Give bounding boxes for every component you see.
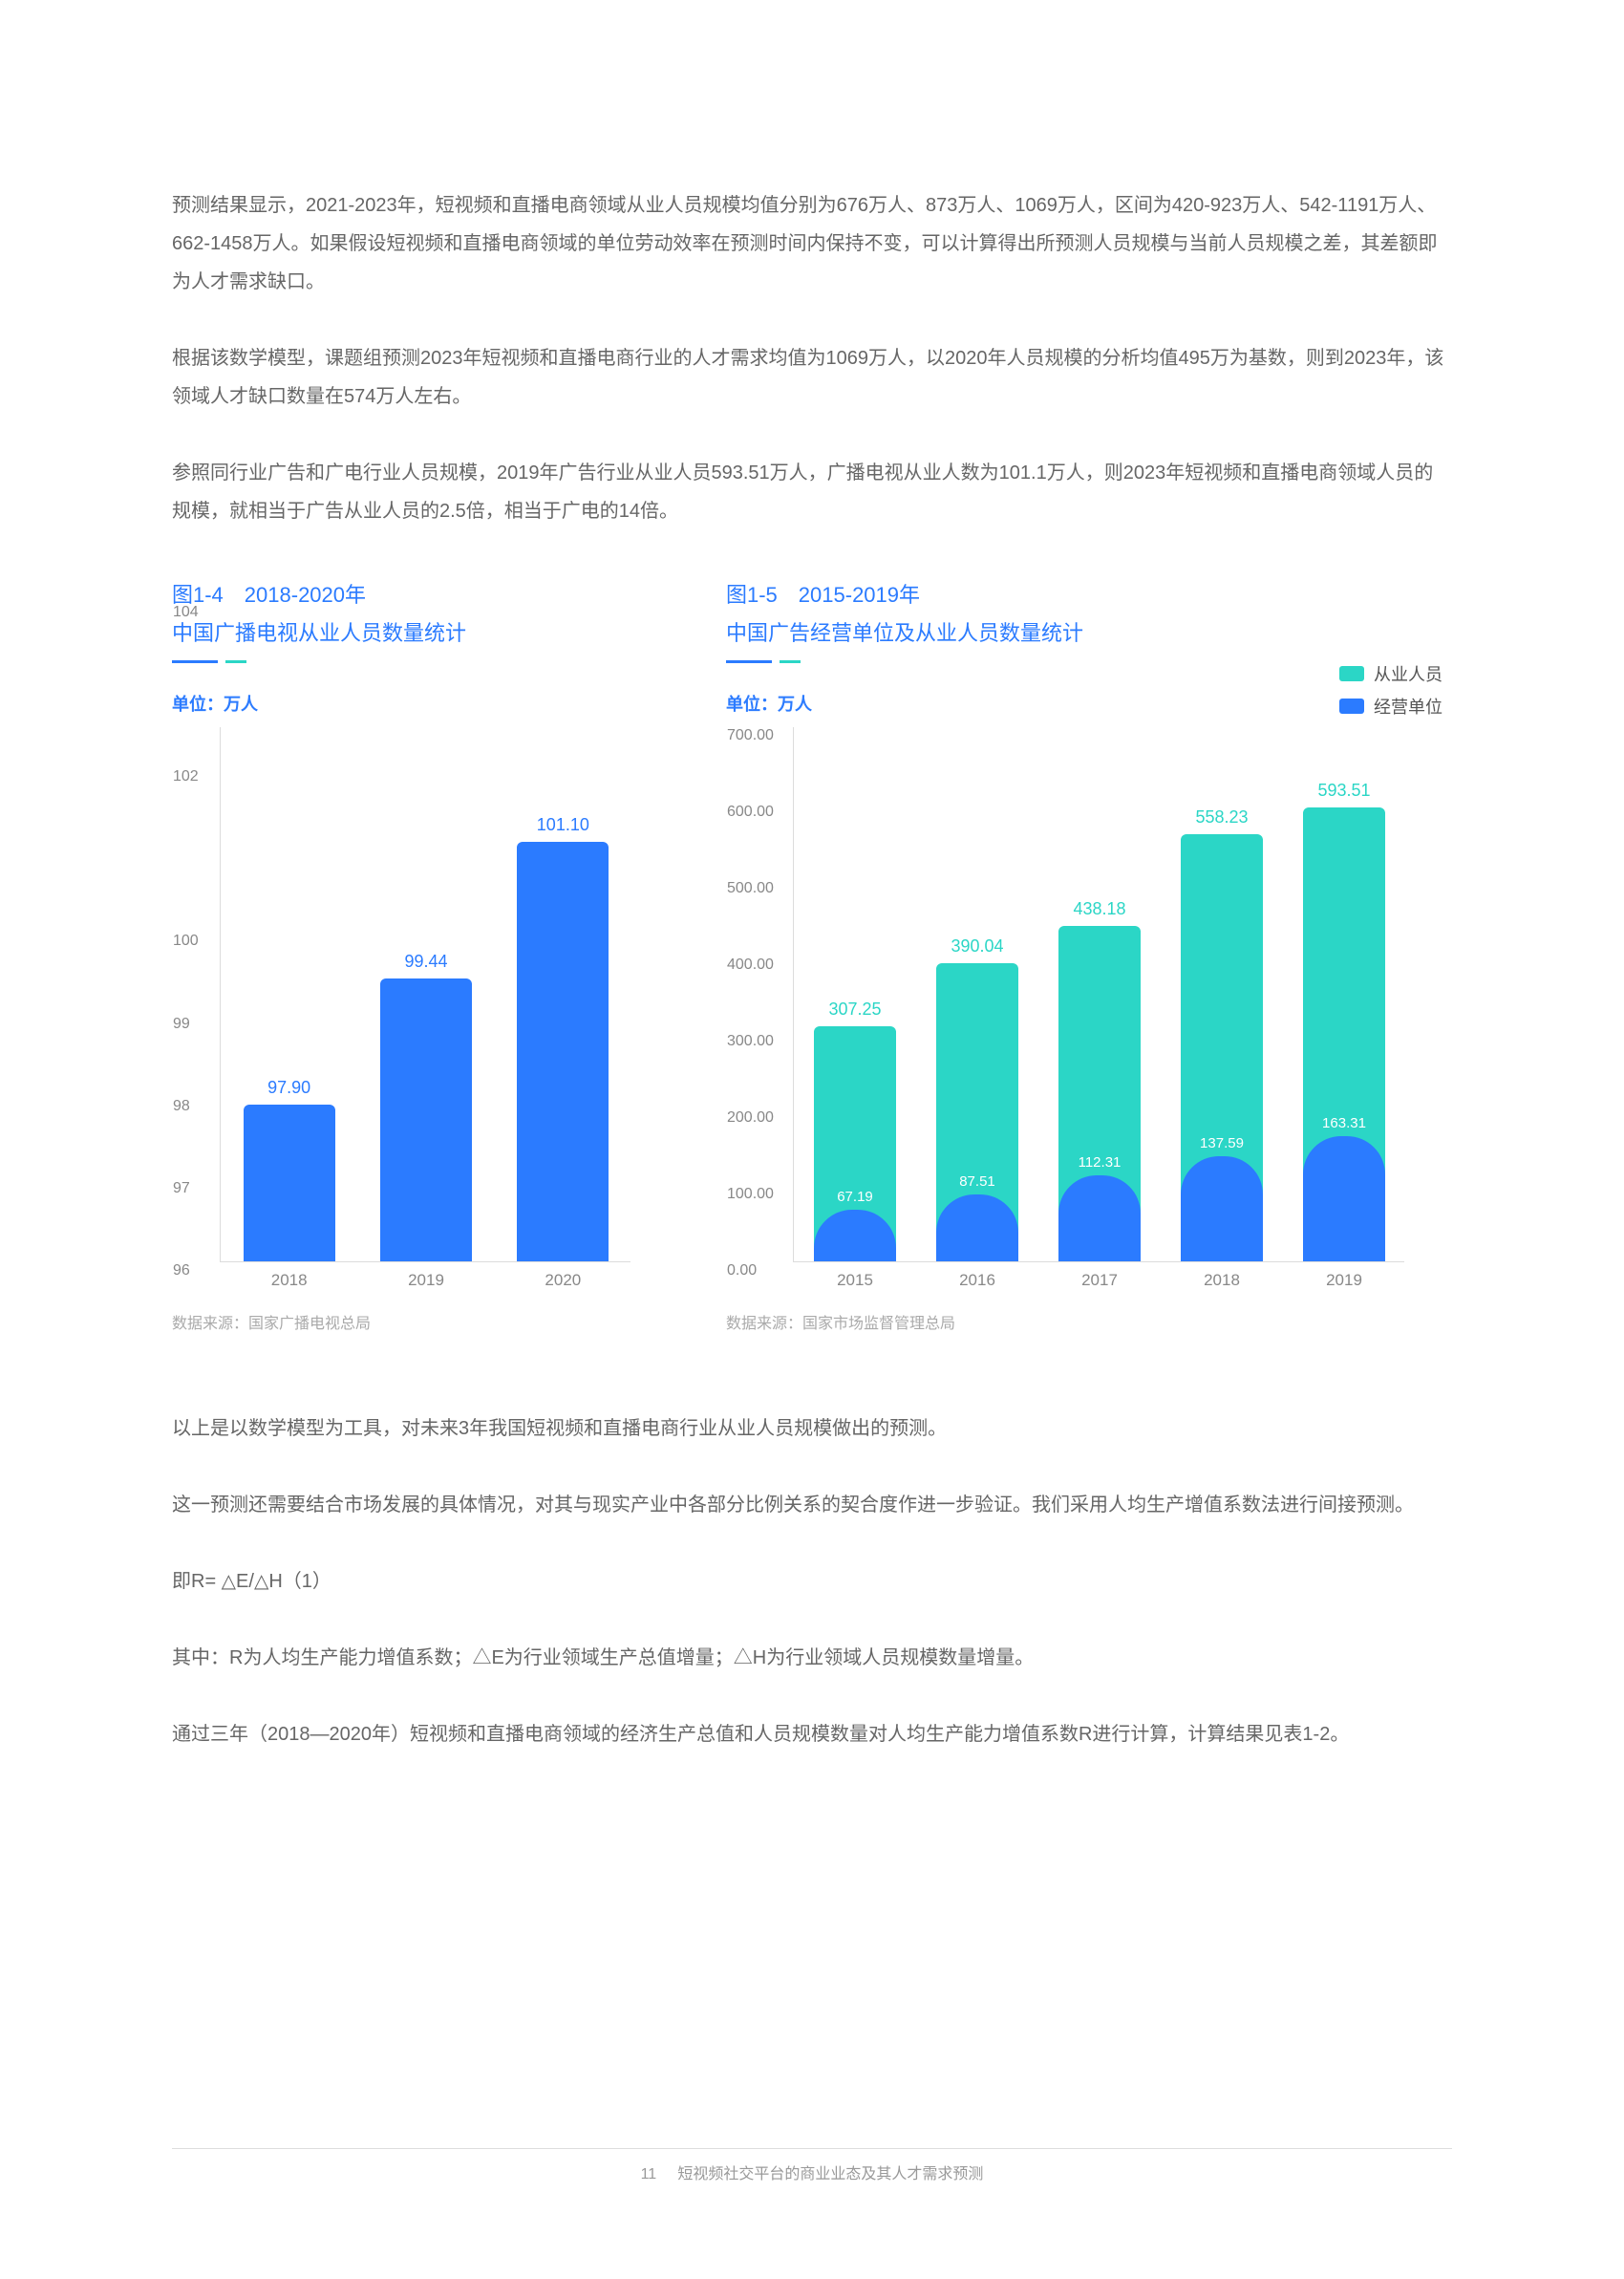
- chart1-source: 数据来源：国家广播电视总局: [172, 1310, 669, 1333]
- chart1-xtick: 2020: [545, 1271, 581, 1290]
- chart2-ytick: 400.00: [727, 957, 774, 974]
- chart2-bar-top-label: 558.23: [1181, 807, 1263, 828]
- legend-item-1: 从业人员: [1339, 661, 1442, 686]
- chart2-bar-top-label: 307.25: [814, 1000, 896, 1020]
- chart1-bar: 99.44: [380, 978, 472, 1261]
- paragraph-8: 通过三年（2018—2020年）短视频和直播电商领域的经济生产总值和人员规模数量…: [172, 1715, 1452, 1753]
- chart2-bar-bottom: 87.51: [936, 1194, 1018, 1261]
- chart1-ytick: 96: [173, 1262, 190, 1279]
- footer-title: 短视频社交平台的商业业态及其人才需求预测: [677, 2166, 983, 2182]
- chart1-ytick: 104: [173, 604, 199, 621]
- legend-swatch-1: [1339, 666, 1364, 681]
- chart1-ytick: 99: [173, 1016, 190, 1033]
- chart1-accent: [172, 660, 669, 664]
- paragraph-4: 以上是以数学模型为工具，对未来3年我国短视频和直播电商行业从业人员规模做出的预测…: [172, 1409, 1452, 1448]
- chart2-xtick: 2015: [837, 1271, 873, 1290]
- legend-label-2: 经营单位: [1374, 694, 1442, 719]
- chart1-ytick: 97: [173, 1180, 190, 1197]
- legend-item-2: 经营单位: [1339, 694, 1442, 719]
- paragraph-3: 参照同行业广告和广电行业人员规模，2019年广告行业从业人员593.51万人，广…: [172, 454, 1452, 530]
- paragraph-5: 这一预测还需要结合市场发展的具体情况，对其与现实产业中各部分比例关系的契合度作进…: [172, 1486, 1452, 1524]
- chart2-bar-bottom-label: 137.59: [1181, 1135, 1263, 1151]
- chart1-ytick: 98: [173, 1098, 190, 1115]
- chart2-xtick: 2017: [1081, 1271, 1118, 1290]
- chart1-title-1: 图1-4 2018-2020年: [172, 578, 669, 609]
- legend-label-1: 从业人员: [1374, 661, 1442, 686]
- chart2-source: 数据来源：国家市场监督管理总局: [726, 1310, 1452, 1333]
- chart2-bar-top-label: 390.04: [936, 936, 1018, 957]
- chart1-title-2: 中国广播电视从业人员数量统计: [172, 616, 669, 647]
- paragraph-2: 根据该数学模型，课题组预测2023年短视频和直播电商行业的人才需求均值为1069…: [172, 339, 1452, 416]
- chart1-ytick: 100: [173, 933, 199, 950]
- chart2-bar-bottom-label: 87.51: [936, 1173, 1018, 1190]
- chart2-ytick: 600.00: [727, 804, 774, 821]
- paragraph-7: 其中：R为人均生产能力增值系数；△E为行业领域生产总值增量；△H为行业领域人员规…: [172, 1639, 1452, 1677]
- chart2-title-2: 中国广告经营单位及从业人员数量统计: [726, 616, 1452, 647]
- chart2-ytick: 200.00: [727, 1109, 774, 1127]
- chart1-ytick: 102: [173, 768, 199, 785]
- paragraph-6: 即R= △E/△H（1）: [172, 1562, 1452, 1601]
- page-footer: 11 短视频社交平台的商业业态及其人才需求预测: [0, 2148, 1624, 2183]
- chart-1: 图1-4 2018-2020年 中国广播电视从业人员数量统计 单位：万人 969…: [172, 578, 669, 1333]
- chart1-bar: 101.10: [517, 842, 609, 1261]
- chart1-bar-label: 97.90: [244, 1078, 335, 1098]
- chart1-plot: 9697989910010410297.90201899.442019101.1…: [220, 727, 630, 1262]
- chart2-ytick: 0.00: [727, 1262, 757, 1279]
- chart1-xtick: 2019: [408, 1271, 444, 1290]
- paragraph-1: 预测结果显示，2021-2023年，短视频和直播电商领域从业人员规模均值分别为6…: [172, 186, 1452, 301]
- chart2-ytick: 500.00: [727, 880, 774, 897]
- chart2-xtick: 2016: [959, 1271, 995, 1290]
- chart1-bar-label: 99.44: [380, 952, 472, 972]
- chart1-xtick: 2018: [271, 1271, 308, 1290]
- chart2-bar-bottom: 112.31: [1058, 1175, 1141, 1261]
- chart2-xtick: 2018: [1204, 1271, 1240, 1290]
- chart1-bar: 97.90: [244, 1105, 335, 1261]
- chart2-ytick: 700.00: [727, 727, 774, 744]
- chart1-bar-label: 101.10: [517, 815, 609, 835]
- chart2-legend: 从业人员 经营单位: [1339, 661, 1442, 726]
- chart2-bar-bottom: 163.31: [1303, 1136, 1385, 1261]
- charts-row: 图1-4 2018-2020年 中国广播电视从业人员数量统计 单位：万人 969…: [172, 578, 1452, 1333]
- chart2-bar-top-label: 593.51: [1303, 781, 1385, 801]
- chart2-ytick: 100.00: [727, 1186, 774, 1203]
- chart2-plot: 0.00100.00200.00300.00400.00500.00600.00…: [793, 727, 1404, 1262]
- chart2-bar-bottom-label: 67.19: [814, 1189, 896, 1205]
- chart1-unit: 单位：万人: [172, 691, 669, 716]
- chart2-bar-bottom-label: 112.31: [1058, 1154, 1141, 1171]
- chart2-title-1: 图1-5 2015-2019年: [726, 578, 1452, 609]
- page-number: 11: [641, 2166, 657, 2182]
- chart2-bar-bottom-label: 163.31: [1303, 1115, 1385, 1131]
- chart2-xtick: 2019: [1326, 1271, 1362, 1290]
- chart2-bar-top-label: 438.18: [1058, 899, 1141, 919]
- legend-swatch-2: [1339, 699, 1364, 714]
- chart2-bar-bottom: 137.59: [1181, 1156, 1263, 1261]
- chart2-ytick: 300.00: [727, 1033, 774, 1050]
